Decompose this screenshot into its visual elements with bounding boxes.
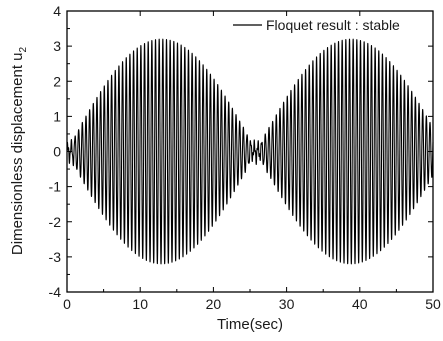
y-axis-label-subscript: 2 <box>18 46 29 52</box>
legend: Floquet result : stable <box>233 17 400 33</box>
y-tick-label: 2 <box>53 73 61 89</box>
y-tick-label: 3 <box>53 38 61 54</box>
x-tick-label: 20 <box>206 296 222 312</box>
x-tick-label: 10 <box>132 296 148 312</box>
y-tick-label: -3 <box>49 249 62 265</box>
y-axis-label: Dimensionless displacement u2 <box>9 46 29 255</box>
y-tick-label: 4 <box>53 3 61 19</box>
y-tick-label: -1 <box>49 179 62 195</box>
x-tick-label: 0 <box>63 296 71 312</box>
x-tick-label: 40 <box>352 296 368 312</box>
plot-frame <box>66 10 434 293</box>
legend-label: Floquet result : stable <box>266 17 400 33</box>
y-tick-label: -2 <box>49 214 62 230</box>
y-tick-label: 1 <box>53 108 61 124</box>
x-axis-label: Time(sec) <box>217 316 283 333</box>
x-tick-label: 50 <box>425 296 441 312</box>
series-line-floquet <box>66 38 434 265</box>
x-tick-label: 30 <box>279 296 295 312</box>
y-axis-label-main: Dimensionless displacement u <box>9 52 26 255</box>
tick-labels: 0 10 20 30 40 50 -4 -3 -2 -1 0 1 2 3 4 <box>49 3 441 312</box>
y-tick-label: 0 <box>53 144 61 160</box>
y-tick-label: -4 <box>49 284 62 300</box>
